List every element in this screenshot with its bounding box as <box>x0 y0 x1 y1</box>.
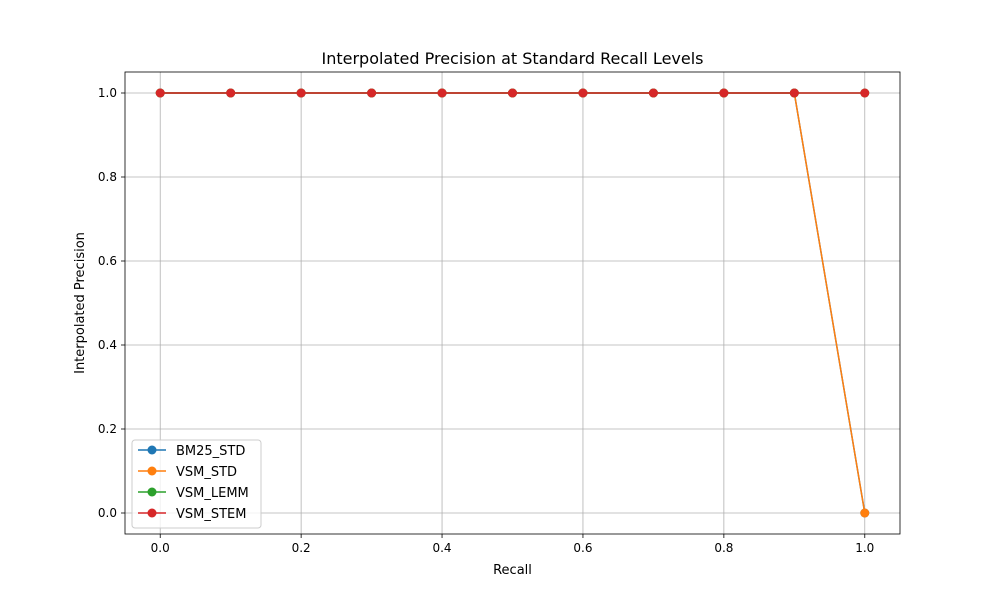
legend-marker <box>147 487 157 497</box>
legend-item: VSM_STEM <box>138 507 246 522</box>
y-tick-label: 0.8 <box>98 170 117 184</box>
legend-item: VSM_STD <box>138 465 237 480</box>
ticks-layer: 0.0 0.2 0.4 0.6 0.8 1.0 0.0 0.2 0.4 0.6 0.8 1.0 <box>98 86 874 555</box>
x-axis-label: Recall <box>493 563 532 578</box>
x-tick-label: 0.2 <box>292 541 311 555</box>
x-tick-label: 1.0 <box>855 541 874 555</box>
x-tick-label: 0.6 <box>573 541 592 555</box>
x-tick-label: 0.0 <box>151 541 170 555</box>
data-point <box>648 88 658 98</box>
data-point <box>437 88 447 98</box>
legend-label: VSM_STEM <box>176 507 246 522</box>
legend-label: VSM_STD <box>176 465 237 480</box>
y-tick-label: 0.4 <box>98 338 117 352</box>
legend-marker <box>147 508 157 518</box>
data-point <box>860 88 870 98</box>
data-point <box>578 88 588 98</box>
legend-marker <box>147 466 157 476</box>
series-layer <box>155 88 870 518</box>
data-point <box>226 88 236 98</box>
x-tick-label: 0.8 <box>714 541 733 555</box>
y-tick-label: 1.0 <box>98 86 117 100</box>
plot-frame <box>124 71 901 535</box>
data-point <box>860 508 870 518</box>
legend: BM25_STD VSM_STD VSM_LEMM VSM_STEM <box>131 439 262 529</box>
y-tick-label: 0.0 <box>98 506 117 520</box>
data-point <box>155 88 165 98</box>
chart-title: Interpolated Precision at Standard Recal… <box>321 49 703 68</box>
legend-label: BM25_STD <box>176 444 245 459</box>
legend-label: VSM_LEMM <box>176 486 249 501</box>
x-tick-label: 0.4 <box>432 541 451 555</box>
data-point <box>719 88 729 98</box>
y-axis-label: Interpolated Precision <box>73 232 88 374</box>
y-tick-label: 0.6 <box>98 254 117 268</box>
legend-item: BM25_STD <box>138 444 245 459</box>
series-vsm-stem <box>155 88 870 98</box>
data-point <box>296 88 306 98</box>
legend-marker <box>147 445 157 455</box>
data-point <box>789 88 799 98</box>
legend-item: VSM_LEMM <box>138 486 249 501</box>
data-point <box>508 88 517 98</box>
y-tick-label: 0.2 <box>98 422 117 436</box>
data-point <box>367 88 377 98</box>
legend-box <box>131 439 262 529</box>
grid-layer <box>125 72 900 534</box>
